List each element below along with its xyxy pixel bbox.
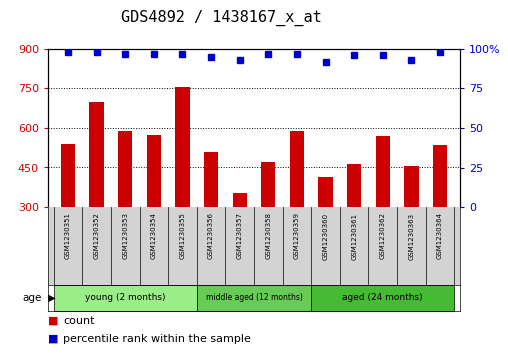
Text: aged (24 months): aged (24 months) bbox=[342, 294, 423, 302]
Bar bbox=[233, 192, 247, 207]
Bar bbox=[433, 145, 447, 207]
Text: young (2 months): young (2 months) bbox=[85, 294, 166, 302]
Text: GSM1230356: GSM1230356 bbox=[208, 212, 214, 260]
Text: GSM1230353: GSM1230353 bbox=[122, 212, 128, 260]
Bar bbox=[89, 102, 104, 207]
Text: GSM1230357: GSM1230357 bbox=[237, 212, 243, 260]
Bar bbox=[347, 164, 361, 207]
Text: middle aged (12 months): middle aged (12 months) bbox=[206, 294, 302, 302]
Text: GSM1230359: GSM1230359 bbox=[294, 212, 300, 260]
Text: GSM1230364: GSM1230364 bbox=[437, 212, 443, 260]
Text: GSM1230361: GSM1230361 bbox=[351, 212, 357, 260]
Bar bbox=[404, 166, 419, 207]
Bar bbox=[197, 285, 311, 311]
Text: age: age bbox=[23, 293, 42, 303]
Bar bbox=[118, 131, 133, 207]
Text: GSM1230355: GSM1230355 bbox=[179, 212, 185, 259]
Bar bbox=[311, 285, 454, 311]
Text: GSM1230360: GSM1230360 bbox=[323, 212, 329, 260]
Text: count: count bbox=[63, 316, 94, 326]
Text: GSM1230363: GSM1230363 bbox=[408, 212, 415, 260]
Text: ▶: ▶ bbox=[45, 293, 55, 303]
Bar bbox=[290, 131, 304, 207]
Bar bbox=[261, 162, 275, 207]
Bar bbox=[147, 135, 161, 207]
Text: GSM1230358: GSM1230358 bbox=[265, 212, 271, 260]
Bar bbox=[319, 177, 333, 207]
Text: GSM1230362: GSM1230362 bbox=[380, 212, 386, 260]
Bar bbox=[175, 87, 189, 207]
Text: GSM1230352: GSM1230352 bbox=[93, 212, 100, 259]
Text: GSM1230354: GSM1230354 bbox=[151, 212, 157, 259]
Text: GDS4892 / 1438167_x_at: GDS4892 / 1438167_x_at bbox=[121, 10, 322, 26]
Bar bbox=[375, 136, 390, 207]
Text: GSM1230351: GSM1230351 bbox=[65, 212, 71, 260]
Bar bbox=[54, 285, 197, 311]
Text: ■: ■ bbox=[48, 316, 58, 326]
Text: ■: ■ bbox=[48, 334, 58, 344]
Bar bbox=[204, 152, 218, 207]
Text: percentile rank within the sample: percentile rank within the sample bbox=[63, 334, 251, 344]
Bar bbox=[61, 144, 75, 207]
